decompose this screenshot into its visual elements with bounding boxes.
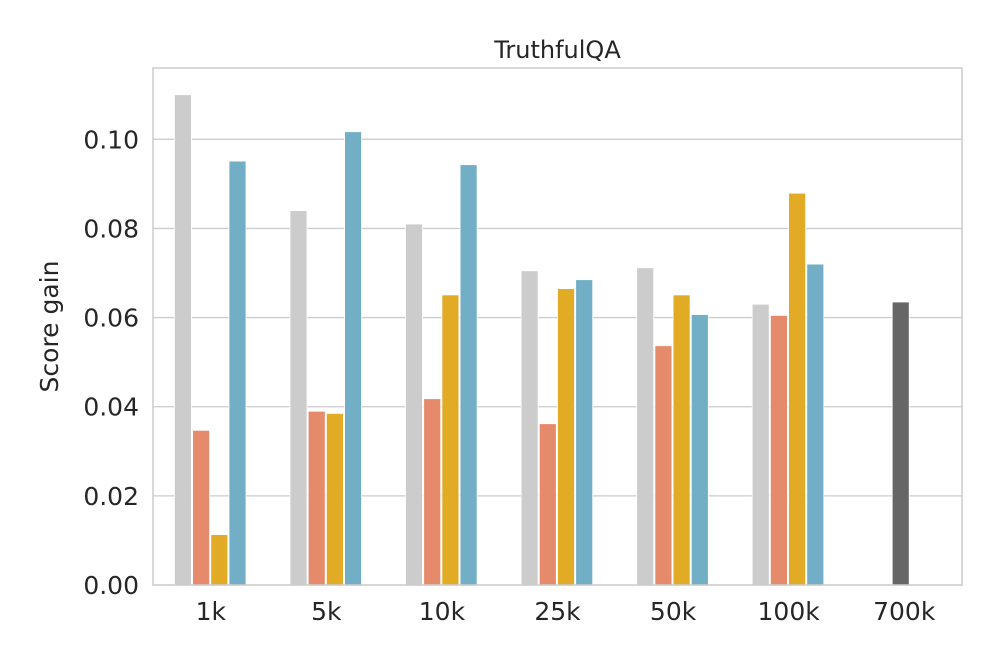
bar (751, 303, 770, 586)
bar (289, 210, 308, 586)
y-tick-label: 0.10 (83, 125, 139, 154)
bar (788, 192, 806, 586)
x-tick-label: 50k (650, 597, 697, 626)
bar (344, 131, 363, 586)
bar (636, 267, 655, 586)
y-tick-label: 0.02 (83, 482, 139, 511)
bar (538, 423, 557, 586)
y-tick-label: 0.06 (83, 304, 139, 333)
bar (690, 314, 709, 586)
bars (173, 94, 910, 586)
bar (325, 412, 344, 586)
bar (441, 294, 460, 586)
y-tick-label: 0.04 (83, 393, 139, 422)
y-axis-label: Score gain (35, 261, 64, 393)
bar (654, 345, 673, 586)
y-tick-label: 0.00 (83, 571, 139, 600)
bar (575, 279, 594, 586)
bar (423, 398, 442, 586)
bar (173, 94, 192, 586)
x-tick-labels: 1k 5k 10k 25k 50k 100k 700k (196, 597, 936, 626)
bar (672, 294, 691, 586)
bar (210, 534, 229, 586)
x-tick-label: 10k (419, 597, 466, 626)
x-tick-label: 700k (873, 597, 936, 626)
bar (228, 160, 247, 586)
x-tick-label: 100k (758, 597, 821, 626)
bar (806, 263, 825, 586)
x-tick-label: 1k (196, 597, 227, 626)
y-tick-label: 0.08 (83, 214, 139, 243)
bar (459, 164, 478, 586)
plot-frame (152, 67, 963, 586)
bar (520, 270, 539, 586)
bar (405, 223, 423, 586)
bar (891, 301, 910, 586)
bar (557, 288, 575, 586)
bar (770, 314, 788, 586)
x-tick-label: 25k (534, 597, 581, 626)
x-tick-label: 5k (311, 597, 342, 626)
y-tick-labels: 0.00 0.02 0.04 0.06 0.08 0.10 (83, 125, 139, 600)
bar (307, 410, 326, 586)
chart-title: TruthfulQA (493, 36, 621, 64)
bar (192, 429, 211, 586)
